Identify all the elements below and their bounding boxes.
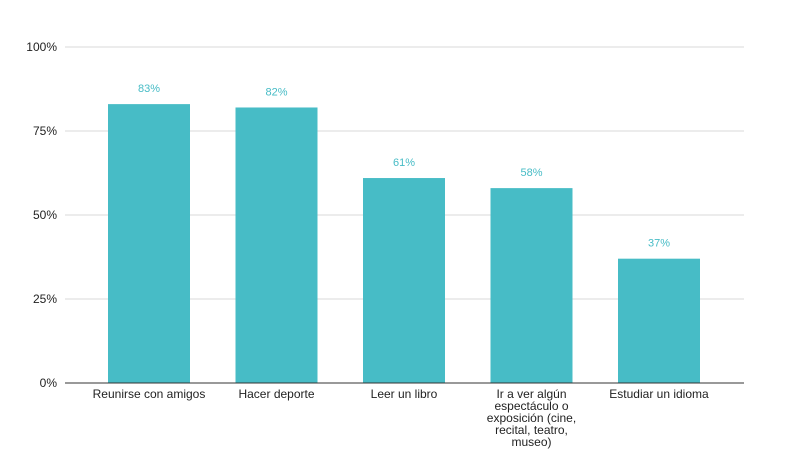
bars — [108, 104, 700, 384]
y-tick-label: 25% — [33, 292, 57, 306]
data-labels: 83% 82% 61% 58% 37% — [138, 83, 670, 250]
data-label: 37% — [648, 238, 670, 250]
x-axis-category-labels: Reunirse con amigos Hacer deporte Leer un … — [93, 387, 709, 449]
y-tick-label: 50% — [33, 208, 57, 222]
bar — [363, 178, 445, 383]
bar — [235, 107, 318, 383]
y-axis-tick-labels: 0% 25% 50% 75% 100% — [26, 40, 57, 390]
x-category-label: Hacer deporte — [238, 387, 314, 401]
data-label: 61% — [393, 157, 415, 169]
bar — [490, 188, 573, 383]
data-label: 83% — [138, 83, 160, 95]
x-category-label: Leer un libro — [371, 387, 438, 401]
data-label: 58% — [520, 167, 542, 179]
y-tick-label: 0% — [40, 376, 58, 390]
bar — [618, 258, 700, 383]
x-category-label: Ir a ver algún espectáculo o exposición (c… — [487, 387, 576, 449]
y-tick-label: 100% — [26, 40, 57, 54]
x-category-label: Reunirse con amigos — [93, 387, 206, 401]
y-tick-label: 75% — [33, 124, 57, 138]
data-label: 82% — [265, 86, 287, 98]
bar — [108, 104, 190, 384]
x-category-label: Estudiar un idioma — [609, 387, 709, 401]
